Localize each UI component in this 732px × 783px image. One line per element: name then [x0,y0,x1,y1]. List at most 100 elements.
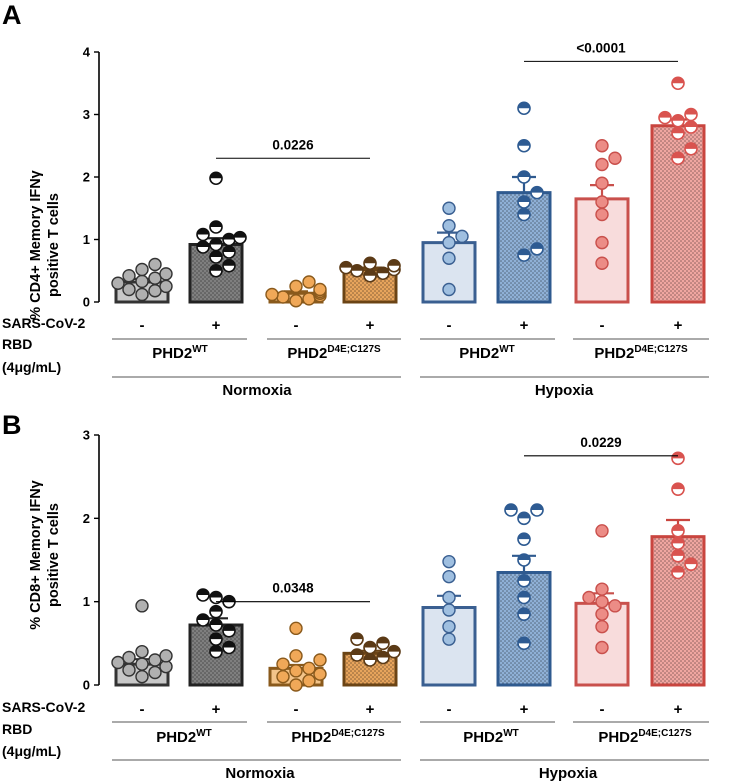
panel-a-data-point-half [685,108,697,115]
panel-a-data-point-half [672,127,684,134]
panel-a-data-point [159,267,173,281]
panel-b-data-point [159,649,173,663]
panel-b-y-tick-label: 1 [83,594,90,609]
panel-b-conditions: SARS-CoV-2 RBD (4μg/mL) - + - + - + - + … [2,699,709,782]
panel-a-data-point [148,257,162,272]
panel-a-data-point [442,201,456,215]
panel-a-data-point [135,287,149,302]
panel-a-data-point-half [672,152,684,159]
panel-a-data-point [289,294,303,308]
panel-b-sign-5: - [447,701,452,718]
panel-a-data-point [442,251,456,265]
panel-b-data-point [276,657,290,671]
panel-a-data-point [313,282,327,297]
panel-b-plot: 0 1 2 3 0.0348 0.0229 [83,428,706,693]
panel-b-data-point-half [672,524,684,531]
panel-b-sign-2: + [212,701,221,718]
panel-b-data-point-half [223,624,235,631]
panel-b-conc-label: (4μg/mL) [2,743,61,759]
panel-b-data-point [442,569,456,584]
panel-a-y-tick-label: 0 [83,295,90,310]
panel-a-conc-label: (4μg/mL) [2,359,61,375]
panel-b-data-point-half [210,633,222,640]
panel-b-data-point [582,590,596,605]
panel-a-plot: 0 1 2 3 4 0.0226 <0.0001 [83,40,706,310]
panel-b-data-point [608,599,622,613]
panel-a-sign-7: - [600,317,605,334]
panel-a-data-point [122,282,136,297]
panel-b-data-point [595,594,609,609]
panel-b-data-point-half [531,504,543,510]
panel-b-data-point [595,582,609,596]
panel-b-y-tick-label: 0 [83,678,90,693]
panel-a-data-point-half [210,264,222,271]
panel-a-y-tick-label: 2 [83,170,90,185]
panel-a-data-point-half [197,228,210,235]
panel-a-y-tick-label: 3 [83,107,90,122]
panel-a-data-point [148,271,162,285]
panel-b-data-point-half [377,637,389,644]
panel-a-data-point [159,279,173,294]
panel-b-data-point-half [672,483,684,490]
panel-a-data-point-half [223,246,235,252]
panel-b-data-point [111,655,125,670]
panel-a-data-point-half [518,102,530,109]
panel-a-data-point [135,262,149,277]
panel-a-conditions: SARS-CoV-2 RBD (4μg/mL) - + - + - + - + … [2,315,709,399]
panel-b-sign-8: + [674,701,683,718]
panel-b-data-point-half [518,637,530,644]
panel-a-sign-4: + [366,317,375,334]
panel-a-p-value: <0.0001 [576,40,626,55]
panel-a-sars-label: SARS-CoV-2 [2,315,85,331]
panel-b-data-point-half [364,654,376,660]
panel-b-data-point [442,619,456,634]
panel-b-data-point-half [210,591,222,598]
panel-a-data-point-half [531,186,543,193]
panel-b-y-tick-label: 2 [83,511,90,526]
panel-b-sign-1: - [140,701,145,718]
panel-b-data-point [135,669,149,684]
panel-a-data-point-half [223,233,235,240]
panel-a-letter: A [2,0,22,30]
panel-a-data-point [442,219,456,233]
panel-b-data-point [313,667,327,681]
panel-a-data-point [595,157,609,172]
panel-a-data-point-half [223,259,235,266]
panel-b-data-point-half [518,512,530,519]
panel-b-data-point [595,619,609,634]
panel-a-data-point [455,229,469,244]
panel-a-chart: A % CD4+ Memory IFNγ positive T cells 0 1… [2,0,709,399]
panel-b-sign-3: - [294,701,299,718]
panel-a-data-point-half [351,264,363,271]
panel-a-data-point-half [672,77,684,84]
panel-b-data-point [289,678,303,692]
panel-b-data-point-half [518,554,530,560]
panel-b-bar-pattern [499,574,549,684]
panel-b-data-point-half [223,595,235,602]
panel-b-data-point-half [518,574,530,581]
panel-a-data-point [595,207,609,222]
panel-a-data-point [302,292,316,306]
panel-b-sign-4: + [366,701,375,718]
panel-b-data-point [276,669,290,684]
panel-b-chart: B % CD8+ Memory IFNγ positive T cells 0 1… [2,410,709,782]
panel-a-data-point-half [518,196,530,202]
panel-b-data-point-half [388,645,400,652]
panel-b-data-point-half [685,558,697,565]
panel-a-data-point-half [364,269,376,276]
panel-b-data-point [289,649,303,663]
panel-b-data-point [302,674,316,688]
panel-b-data-point-half [351,649,363,655]
panel-a-data-point-half [518,249,530,256]
panel-b-bar [421,606,477,687]
panel-b-p-value: 0.0348 [272,581,314,596]
panel-a-sign-1: - [140,317,145,334]
panel-a-data-point [595,195,609,209]
panel-a-data-point-half [364,257,376,264]
panel-a-rbd-label: RBD [2,336,32,352]
panel-a-data-point-half [210,221,222,227]
panel-a-data-point [442,235,456,250]
panel-b-data-point-half [223,641,235,648]
panel-b-data-point [289,664,303,678]
